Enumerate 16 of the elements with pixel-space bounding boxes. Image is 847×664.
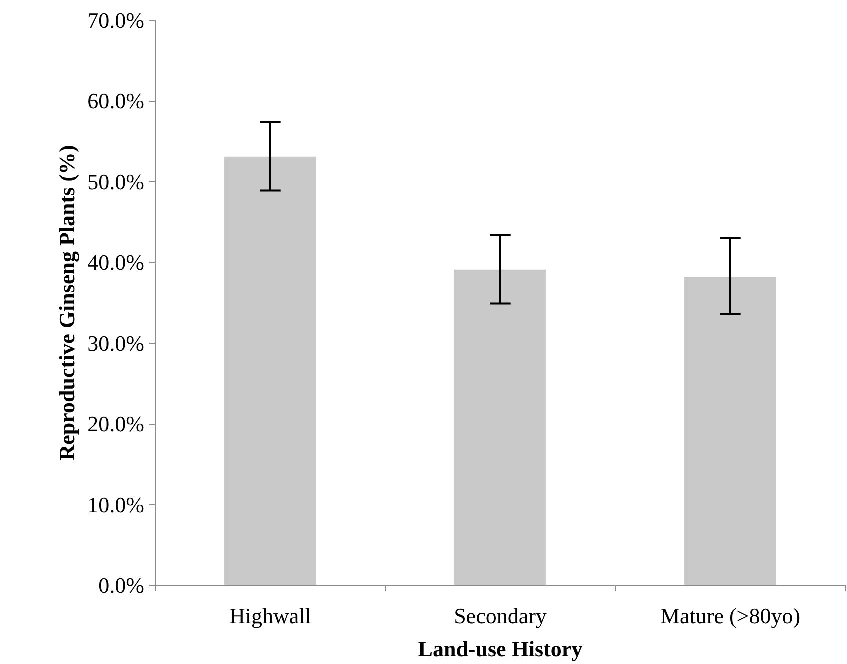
bar xyxy=(684,277,776,586)
y-tick-label: 10.0% xyxy=(88,492,144,518)
y-tick-label: 30.0% xyxy=(88,330,144,356)
y-tick-label: 60.0% xyxy=(88,88,144,114)
y-tick-label: 0.0% xyxy=(98,573,144,598)
y-tick-label: 50.0% xyxy=(88,169,144,194)
bar xyxy=(224,156,316,586)
bar xyxy=(454,270,546,586)
y-tick-label: 20.0% xyxy=(88,412,144,437)
x-axis-title: Land-use History xyxy=(418,636,583,662)
x-tick-label: Highwall xyxy=(230,604,312,628)
x-tick-label: Secondary xyxy=(454,604,547,628)
x-tick-label: Mature (>80yo) xyxy=(660,604,801,628)
y-tick-label: 40.0% xyxy=(88,250,144,276)
y-axis-title: Reproductive Ginseng Plants (%) xyxy=(54,145,80,461)
y-tick-label: 70.0% xyxy=(88,8,144,33)
